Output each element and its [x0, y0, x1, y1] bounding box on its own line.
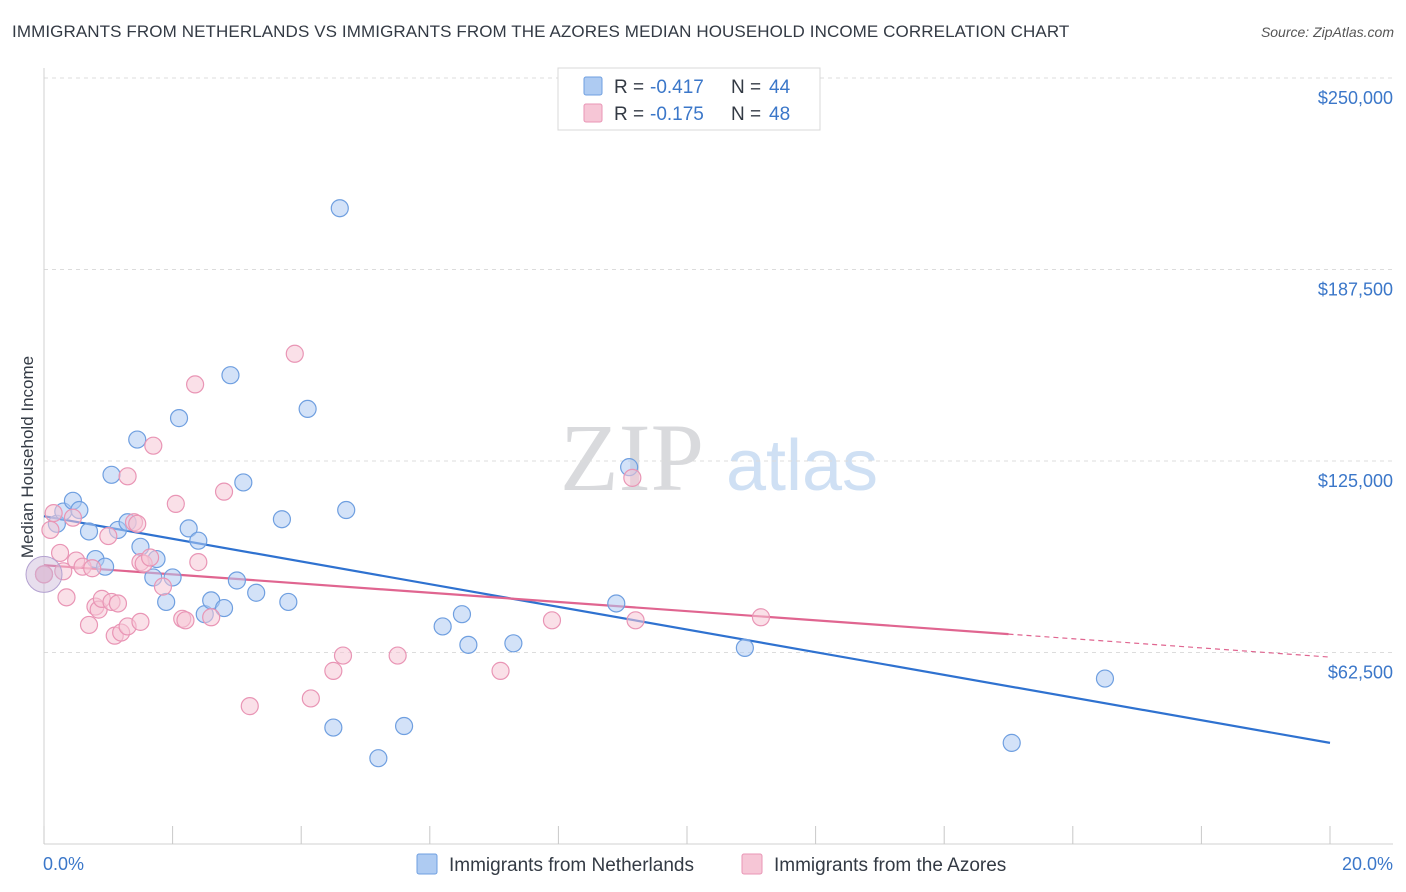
netherlands-point [79, 522, 99, 541]
netherlands-point [330, 199, 349, 218]
trend-line-azores-extension [1008, 633, 1331, 658]
netherlands-point [433, 617, 452, 636]
bottom-legend: Immigrants from Netherlands Immigrants f… [416, 853, 1006, 876]
x-tick-min: 0.0% [43, 854, 84, 874]
bottom-legend-swatch-azores [741, 853, 763, 875]
x-tick-max: 20.0% [1342, 854, 1393, 874]
trend-lines [43, 515, 1331, 744]
netherlands-point [1002, 733, 1021, 752]
netherlands-point [272, 510, 292, 529]
data-points [25, 199, 1115, 768]
netherlands-point [234, 473, 253, 492]
netherlands-point [1095, 669, 1115, 688]
cluster-point [25, 555, 63, 593]
azores-point [140, 548, 160, 567]
chart-title: IMMIGRANTS FROM NETHERLANDS VS IMMIGRANT… [12, 22, 1070, 41]
azores-point [214, 482, 234, 501]
y-tick-label: $125,000 [1318, 471, 1393, 491]
azores-point [542, 611, 562, 630]
azores-point [388, 646, 407, 665]
netherlands-point [607, 594, 626, 613]
netherlands-point [189, 531, 208, 550]
trend-line-azores [43, 564, 1009, 636]
netherlands-point [337, 500, 356, 520]
legend-n-value-2: 48 [769, 104, 790, 125]
netherlands-point [298, 399, 317, 419]
netherlands-point [214, 598, 234, 618]
netherlands-point [221, 366, 240, 385]
legend-r-value-2: -0.175 [650, 104, 704, 125]
axes: $250,000 $187,500 $125,000 $62,500 [43, 68, 1393, 845]
azores-point [240, 697, 259, 716]
netherlands-point [504, 634, 523, 653]
netherlands-point [735, 638, 754, 658]
azores-point [285, 344, 304, 363]
azores-point [153, 577, 173, 596]
legend-swatch-netherlands [583, 76, 603, 96]
legend-r-label-2: R = [614, 104, 644, 125]
azores-point [626, 611, 645, 630]
bottom-legend-azores: Immigrants from the Azores [774, 855, 1006, 876]
netherlands-point [102, 465, 121, 484]
legend-box: R = -0.417 N = 44 R = -0.175 N = 48 [557, 67, 821, 131]
azores-point [176, 611, 195, 630]
bottom-legend-netherlands: Immigrants from Netherlands [449, 855, 694, 876]
azores-point [54, 562, 73, 581]
azores-point [333, 646, 353, 665]
gridlines [44, 77, 1393, 653]
legend-r-label-1: R = [614, 77, 644, 98]
y-tick-label: $62,500 [1328, 663, 1393, 683]
azores-point [63, 508, 83, 527]
netherlands-point [169, 409, 189, 428]
azores-point [44, 503, 63, 523]
azores-point [41, 520, 60, 540]
azores-point [50, 543, 70, 563]
legend-swatch-azores [583, 103, 603, 123]
azores-point [301, 689, 320, 708]
azores-point [202, 608, 221, 627]
azores-point [189, 553, 208, 572]
azores-point [108, 594, 128, 613]
netherlands-point [279, 592, 298, 612]
legend-r-value-1: -0.417 [650, 77, 704, 98]
legend-n-value-1: 44 [769, 77, 791, 98]
netherlands-point [324, 718, 343, 737]
source-note: Source: ZipAtlas.com [1260, 24, 1394, 40]
netherlands-point [459, 635, 478, 654]
azores-point [324, 661, 343, 680]
azores-point [144, 436, 163, 455]
watermark-atlas: atlas [726, 426, 878, 506]
netherlands-point [179, 519, 198, 538]
azores-point [57, 588, 76, 607]
azores-point [128, 514, 147, 533]
azores-point [118, 467, 137, 486]
azores-point [99, 526, 118, 546]
azores-point [34, 565, 54, 584]
azores-point [186, 375, 205, 394]
bottom-legend-swatch-netherlands [416, 853, 438, 875]
trend-line-netherlands [43, 515, 1331, 744]
azores-point [79, 615, 99, 635]
netherlands-point [227, 571, 246, 590]
watermark-zip: ZIP [560, 404, 704, 511]
netherlands-point [128, 430, 147, 449]
y-tick-label: $187,500 [1318, 280, 1393, 300]
netherlands-point [369, 749, 388, 768]
netherlands-point [394, 716, 414, 736]
azores-point [751, 608, 771, 627]
legend-n-label-1: N = [731, 77, 761, 98]
azores-point [131, 612, 150, 631]
azores-point [83, 559, 102, 578]
netherlands-point [247, 583, 266, 602]
y-tick-label: $250,000 [1318, 88, 1393, 108]
azores-point [623, 468, 642, 487]
netherlands-point [452, 605, 472, 624]
legend-n-label-2: N = [731, 104, 761, 125]
azores-point [166, 494, 185, 513]
netherlands-point [157, 592, 176, 612]
azores-point [491, 661, 510, 680]
